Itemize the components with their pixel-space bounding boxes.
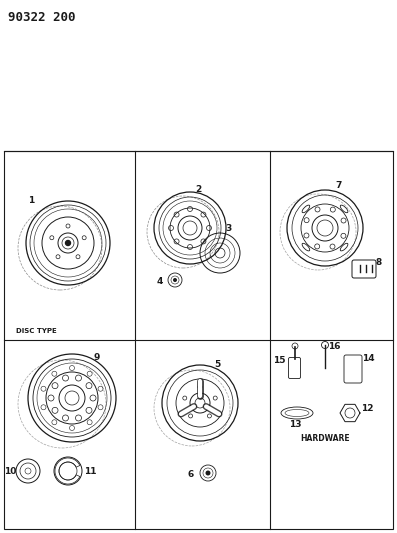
- Text: 13: 13: [289, 420, 301, 429]
- Text: 10: 10: [4, 467, 16, 476]
- Text: 90322 200: 90322 200: [8, 11, 75, 24]
- Text: 3: 3: [225, 224, 231, 233]
- Text: HARDWARE: HARDWARE: [300, 434, 350, 443]
- Text: 2: 2: [195, 185, 201, 194]
- Text: 6: 6: [188, 470, 194, 479]
- Text: 4: 4: [157, 277, 164, 286]
- Text: 7: 7: [335, 181, 341, 190]
- Text: 15: 15: [273, 356, 285, 365]
- Text: 9: 9: [94, 353, 100, 362]
- Text: 8: 8: [376, 258, 382, 267]
- Text: 12: 12: [361, 404, 374, 413]
- Text: DISC TYPE: DISC TYPE: [16, 328, 57, 334]
- Circle shape: [206, 471, 210, 475]
- Text: 1: 1: [28, 196, 34, 205]
- Text: 5: 5: [214, 360, 220, 369]
- Text: 11: 11: [84, 467, 96, 476]
- Bar: [4, 151, 393, 529]
- Circle shape: [66, 240, 71, 246]
- Text: 16: 16: [328, 342, 341, 351]
- Text: 14: 14: [362, 354, 375, 363]
- Circle shape: [173, 278, 177, 282]
